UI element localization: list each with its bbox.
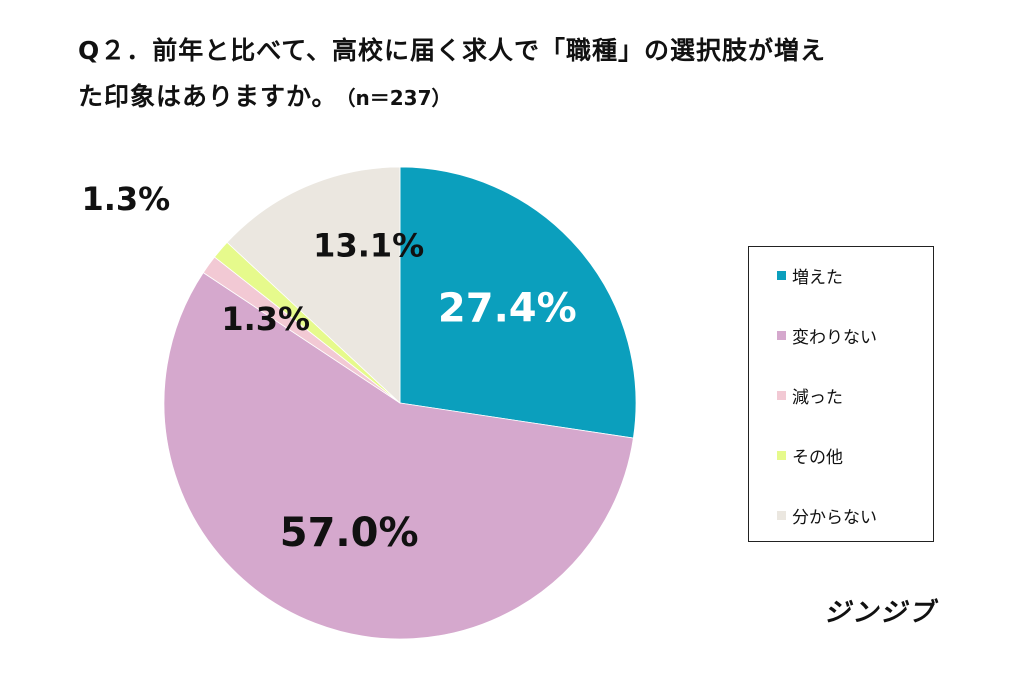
legend-swatch <box>777 450 786 460</box>
chart-title: Q２．前年と比べて、高校に届く求人で「職種」の選択肢が増え た印象はありますか。… <box>78 28 978 121</box>
legend-label: 減った <box>792 387 843 408</box>
legend-label: 変わりない <box>792 327 877 348</box>
slice-increased <box>399 166 637 439</box>
title-line-1: Q２．前年と比べて、高校に届く求人で「職種」の選択肢が増え <box>78 36 827 65</box>
title-line-2: た印象はありますか。 （n＝237） <box>78 74 978 121</box>
legend-item-unknown: 分からない <box>777 503 877 528</box>
legend-swatch <box>777 330 786 340</box>
title-line-2-text: た印象はありますか。 <box>78 82 338 111</box>
slice-increased-label: 27.4% <box>438 286 577 332</box>
brand-logo-text: ジンジブ <box>823 598 936 628</box>
slice-unchanged-label: 57.0% <box>280 510 419 556</box>
slice-decreased-label: 1.3% <box>221 300 310 338</box>
legend-item-increased: 増えた <box>777 263 843 288</box>
legend: 増えた 変わりない 減った その他 分からない <box>748 246 934 542</box>
sample-size: （n＝237） <box>345 86 452 110</box>
legend-label: 分からない <box>792 507 877 528</box>
legend-swatch <box>777 270 786 280</box>
slice-unchanged <box>163 272 634 640</box>
legend-swatch <box>777 510 786 520</box>
slice-other-label: 1.3% <box>81 180 170 218</box>
slice-unknown <box>226 166 401 404</box>
legend-swatch <box>777 390 786 400</box>
legend-item-unchanged: 変わりない <box>777 323 877 348</box>
legend-item-decreased: 減った <box>777 383 843 408</box>
legend-item-other: その他 <box>777 443 843 468</box>
legend-label: 増えた <box>792 267 843 288</box>
slice-unknown-label: 13.1% <box>313 226 424 264</box>
legend-label: その他 <box>792 447 843 468</box>
